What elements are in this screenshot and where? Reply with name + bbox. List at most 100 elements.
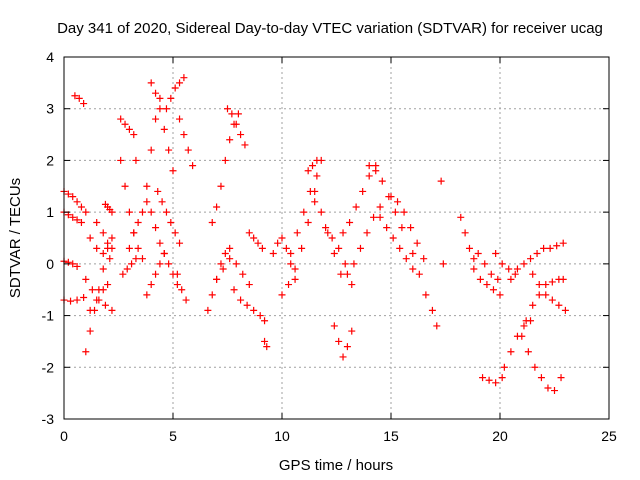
data-point-plus: [372, 167, 380, 175]
data-point-plus: [176, 239, 184, 247]
data-point-plus: [73, 198, 81, 206]
data-point-plus: [420, 255, 428, 263]
data-point-plus: [439, 260, 447, 268]
data-point-plus: [104, 281, 112, 289]
series-t34: [304, 156, 325, 175]
data-point-plus: [221, 156, 229, 164]
data-point-plus: [544, 384, 552, 392]
data-point-plus: [500, 363, 508, 371]
data-point-plus: [339, 353, 347, 361]
series-t12: [117, 115, 140, 164]
data-point-plus: [173, 270, 181, 278]
data-point-plus: [513, 265, 521, 273]
data-point-plus: [230, 286, 238, 294]
data-point-plus: [527, 255, 535, 263]
x-axis-label: GPS time / hours: [279, 457, 393, 474]
y-tick-label: -1: [42, 308, 55, 324]
data-point-plus: [226, 136, 234, 144]
data-point-plus: [156, 239, 164, 247]
data-point-plus: [476, 275, 484, 283]
data-point-plus: [226, 244, 234, 252]
data-point-plus: [88, 286, 96, 294]
data-point-plus: [413, 239, 421, 247]
data-point-plus: [548, 296, 556, 304]
series-t19: [147, 208, 181, 289]
series-t49: [492, 250, 519, 278]
series-t36: [322, 224, 356, 289]
data-point-plus: [232, 120, 240, 128]
data-point-plus: [125, 125, 133, 133]
data-point-plus: [226, 255, 234, 263]
data-point-plus: [261, 337, 269, 345]
data-point-plus: [243, 301, 251, 309]
data-point-plus: [348, 281, 356, 289]
data-point-plus: [69, 213, 77, 221]
data-point-plus: [551, 387, 558, 395]
data-point-plus: [389, 234, 397, 242]
data-point-plus: [232, 260, 240, 268]
data-point-plus: [165, 146, 173, 154]
data-point-plus: [520, 260, 528, 268]
data-point-plus: [217, 182, 225, 190]
data-point-plus: [82, 348, 90, 356]
data-point-plus: [359, 187, 367, 195]
data-point-plus: [291, 275, 299, 283]
data-point-plus: [204, 306, 212, 314]
data-point-plus: [108, 306, 116, 314]
data-point-plus: [254, 239, 262, 247]
y-tick-label: -2: [42, 359, 55, 375]
data-point-plus: [128, 260, 136, 268]
series-t31: [269, 234, 299, 283]
series-t45: [439, 260, 447, 268]
series-t47: [470, 265, 504, 299]
y-tick-label: -3: [42, 411, 55, 427]
series-t30: [261, 337, 271, 351]
data-point-plus: [287, 260, 295, 268]
data-point-plus: [391, 208, 399, 216]
data-point-plus: [117, 115, 125, 123]
data-point-plus: [67, 297, 75, 305]
data-point-plus: [481, 260, 489, 268]
data-point-plus: [224, 105, 231, 113]
data-point-plus: [278, 291, 286, 299]
y-axis-label: SDTVAR / TECUs: [7, 178, 24, 298]
data-point-plus: [147, 79, 155, 87]
data-point-plus: [363, 229, 371, 237]
series-t39: [343, 203, 384, 278]
series-t8: [86, 234, 114, 263]
data-point-plus: [494, 275, 502, 283]
data-point-plus: [156, 105, 164, 113]
data-point-plus: [337, 270, 345, 278]
series-t41: [376, 213, 417, 273]
data-point-plus: [335, 244, 343, 252]
data-point-plus: [99, 250, 107, 258]
series-t16: [143, 94, 164, 190]
data-point-plus: [176, 115, 184, 123]
data-point-plus: [282, 244, 290, 252]
data-point-plus: [428, 306, 436, 314]
data-point-plus: [152, 89, 160, 97]
series-t35: [311, 187, 345, 278]
series-t38: [339, 162, 380, 237]
data-point-plus: [80, 100, 88, 108]
data-point-plus: [132, 255, 140, 263]
data-point-plus: [457, 213, 465, 221]
data-point-plus: [152, 224, 160, 232]
data-point-plus: [171, 84, 179, 92]
data-point-plus: [370, 213, 378, 221]
series-t20: [143, 250, 168, 299]
data-point-plus: [555, 301, 563, 309]
data-point-plus: [130, 229, 138, 237]
data-point-plus: [483, 281, 491, 289]
data-point-plus: [378, 177, 386, 185]
data-point-plus: [138, 208, 146, 216]
data-point-plus: [548, 278, 556, 286]
data-point-plus: [304, 218, 312, 226]
data-point-plus: [474, 250, 482, 258]
data-point-plus: [228, 110, 236, 118]
data-point-plus: [522, 317, 530, 325]
grid-lines: [64, 57, 609, 419]
data-point-plus: [533, 250, 541, 258]
